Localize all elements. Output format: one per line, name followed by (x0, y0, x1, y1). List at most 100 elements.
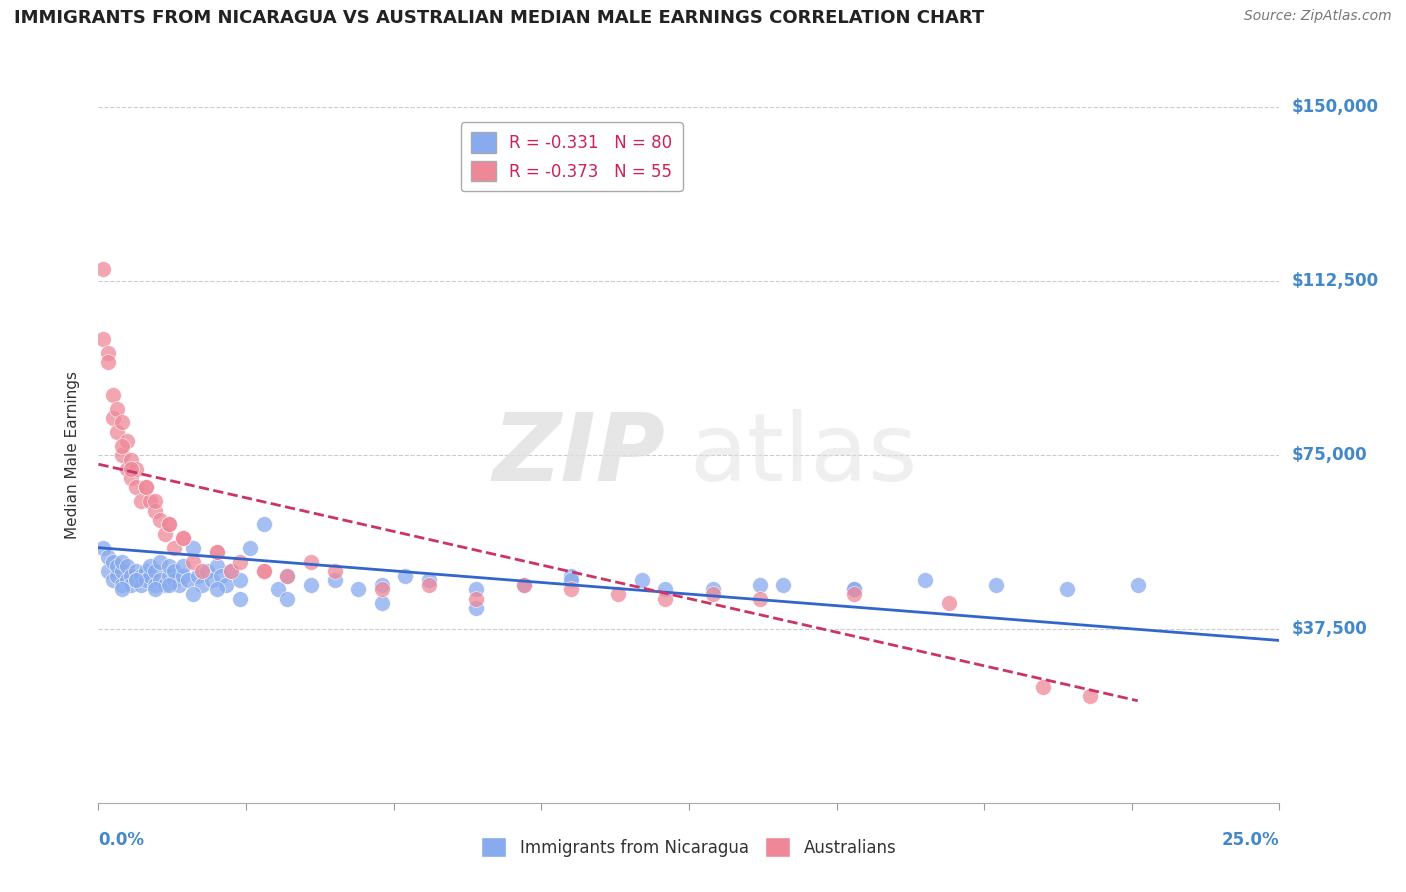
Point (172, 532, 194, 546)
Point (135, 564, 157, 578)
Point (1032, 680, 1054, 694)
Text: IMMIGRANTS FROM NICARAGUA VS AUSTRALIAN MEDIAN MALE EARNINGS CORRELATION CHART: IMMIGRANTS FROM NICARAGUA VS AUSTRALIAN … (14, 9, 984, 27)
Text: Source: ZipAtlas.com: Source: ZipAtlas.com (1244, 9, 1392, 23)
Point (748, 578, 770, 592)
Point (512, 578, 534, 592)
Point (253, 564, 276, 578)
Point (125, 462, 148, 476)
Point (654, 591, 676, 606)
Point (748, 591, 770, 606)
Point (115, 434, 138, 448)
Point (111, 564, 134, 578)
Text: atlas: atlas (689, 409, 917, 501)
Point (172, 568, 194, 582)
Point (111, 582, 134, 597)
Point (101, 573, 124, 587)
Point (111, 578, 134, 592)
Point (105, 568, 128, 582)
Point (111, 439, 134, 453)
Point (984, 578, 1007, 592)
Point (135, 480, 157, 494)
Point (205, 582, 228, 597)
Point (195, 564, 218, 578)
Point (129, 568, 152, 582)
Point (772, 578, 794, 592)
Point (229, 573, 252, 587)
Point (129, 578, 152, 592)
Point (101, 410, 124, 425)
Point (323, 564, 346, 578)
Point (163, 564, 186, 578)
Point (129, 494, 152, 508)
Point (91, 332, 114, 346)
Point (143, 578, 166, 592)
Point (125, 564, 148, 578)
Legend: Immigrants from Nicaragua, Australians: Immigrants from Nicaragua, Australians (475, 830, 903, 864)
Text: $150,000: $150,000 (1291, 98, 1378, 116)
Point (157, 559, 180, 574)
Point (209, 568, 232, 582)
Text: 25.0%: 25.0% (1222, 830, 1279, 848)
Point (143, 494, 166, 508)
Point (115, 573, 138, 587)
Point (125, 480, 148, 494)
Point (938, 596, 960, 610)
Point (418, 573, 440, 587)
Point (215, 578, 238, 592)
Point (139, 568, 162, 582)
Point (229, 591, 252, 606)
Point (163, 541, 186, 555)
Point (111, 555, 134, 569)
Point (91, 262, 114, 277)
Point (702, 587, 724, 601)
Point (121, 462, 143, 476)
Point (219, 564, 242, 578)
Point (153, 526, 176, 541)
Point (299, 578, 322, 592)
Point (371, 582, 394, 597)
Point (191, 564, 214, 578)
Point (844, 582, 866, 597)
Point (97, 549, 120, 564)
Point (267, 582, 290, 597)
Point (149, 513, 172, 527)
Point (111, 448, 134, 462)
Point (187, 568, 209, 582)
Point (844, 582, 866, 597)
Point (181, 541, 204, 555)
Point (465, 582, 488, 597)
Text: ZIP: ZIP (492, 409, 665, 501)
Point (153, 578, 176, 592)
Text: 0.0%: 0.0% (98, 830, 145, 848)
Point (157, 517, 180, 532)
Point (276, 591, 298, 606)
Point (607, 587, 630, 601)
Point (219, 564, 242, 578)
Point (139, 494, 162, 508)
Point (105, 559, 128, 574)
Point (1080, 689, 1102, 703)
Point (121, 452, 143, 467)
Point (654, 582, 676, 597)
Point (1056, 582, 1078, 597)
Y-axis label: Median Male Earnings: Median Male Earnings (65, 371, 80, 539)
Point (143, 582, 166, 597)
Point (191, 578, 214, 592)
Point (101, 555, 124, 569)
Point (163, 573, 186, 587)
Point (135, 480, 157, 494)
Point (157, 517, 180, 532)
Point (276, 568, 298, 582)
Point (125, 573, 148, 587)
Point (105, 401, 128, 416)
Point (115, 462, 138, 476)
Point (347, 582, 370, 597)
Point (121, 471, 143, 485)
Point (149, 573, 172, 587)
Point (205, 559, 228, 574)
Text: $37,500: $37,500 (1291, 620, 1367, 638)
Point (157, 578, 180, 592)
Point (276, 568, 298, 582)
Point (143, 503, 166, 517)
Point (97, 564, 120, 578)
